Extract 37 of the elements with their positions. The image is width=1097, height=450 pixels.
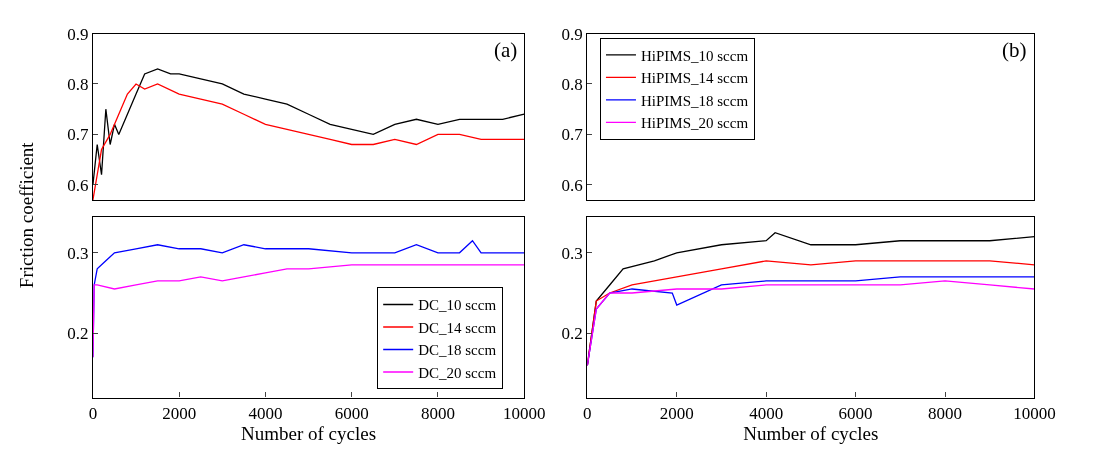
legend-label: DC_14 sccm bbox=[418, 319, 497, 336]
y-tick-label: 0.9 bbox=[67, 24, 89, 44]
y-tick-label: 0.7 bbox=[67, 125, 89, 145]
legend-label: HiPIMS_18 sccm bbox=[640, 92, 749, 109]
annotation: (a) bbox=[494, 38, 518, 62]
x-tick-label: 2000 bbox=[162, 404, 197, 424]
x-tick-label: 10000 bbox=[1013, 404, 1056, 424]
y-axis-title: Friction coefficient bbox=[16, 141, 38, 289]
x-tick-label: 6000 bbox=[838, 404, 873, 424]
y-tick-label: 0.6 bbox=[67, 175, 89, 195]
y-tick-label: 0.8 bbox=[561, 74, 583, 94]
y-tick-label: 0.3 bbox=[67, 243, 89, 263]
legend-label: HiPIMS_14 sccm bbox=[640, 70, 749, 87]
x-axis-title: Number of cycles bbox=[743, 423, 879, 445]
y-tick-label: 0.2 bbox=[67, 324, 89, 344]
x-tick-label: 4000 bbox=[248, 404, 283, 424]
x-tick-label: 8000 bbox=[928, 404, 963, 424]
y-tick-label: 0.9 bbox=[561, 24, 583, 44]
y-tick-label: 0.8 bbox=[67, 74, 89, 94]
x-tick-label: 0 bbox=[88, 404, 98, 424]
x-tick-label: 8000 bbox=[420, 404, 455, 424]
x-tick-label: 6000 bbox=[334, 404, 369, 424]
annotation: (b) bbox=[1002, 38, 1027, 62]
y-tick-label: 0.3 bbox=[561, 243, 583, 263]
x-tick-label: 2000 bbox=[659, 404, 694, 424]
legend-label: DC_20 sccm bbox=[418, 364, 497, 381]
x-tick-label: 0 bbox=[583, 404, 592, 424]
legend-label: DC_18 sccm bbox=[418, 342, 497, 359]
y-tick-label: 0.6 bbox=[561, 175, 583, 195]
y-tick-label: 0.2 bbox=[561, 324, 583, 344]
y-tick-label: 0.7 bbox=[561, 125, 584, 145]
legend-label: HiPIMS_20 sccm bbox=[640, 115, 749, 132]
legend-label: HiPIMS_10 sccm bbox=[640, 47, 749, 64]
x-tick-label: 10000 bbox=[502, 404, 546, 424]
legend-label: DC_10 sccm bbox=[418, 297, 497, 314]
x-tick-label: 4000 bbox=[749, 404, 784, 424]
x-axis-title: Number of cycles bbox=[241, 423, 377, 445]
